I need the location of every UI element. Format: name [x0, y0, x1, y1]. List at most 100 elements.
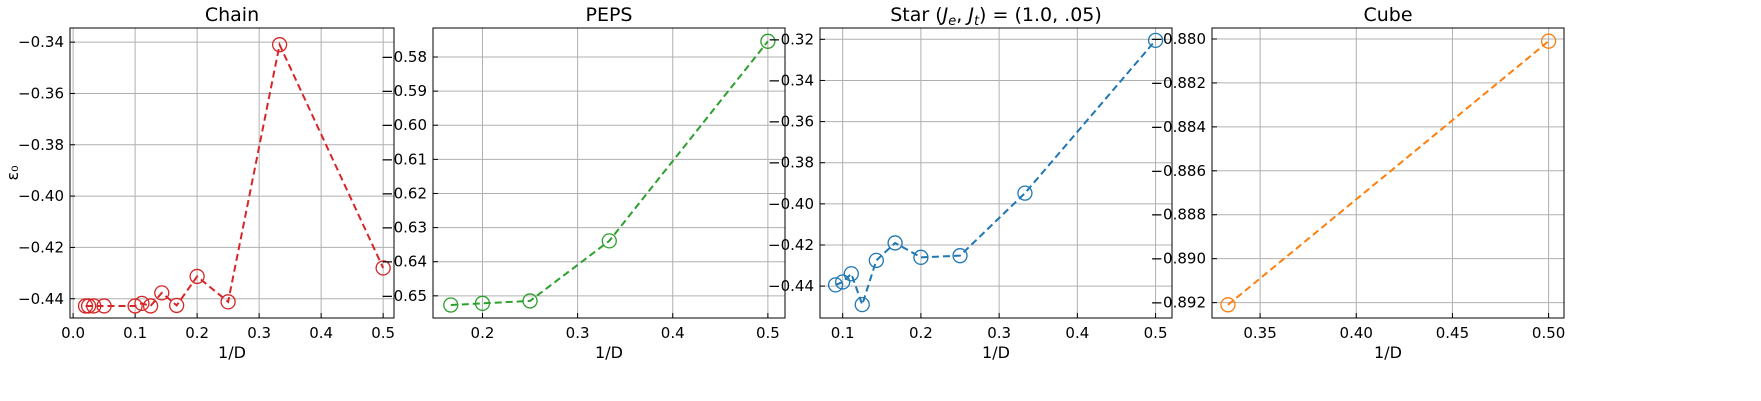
- chart-title: Chain: [205, 4, 259, 26]
- y-tick-label: −0.886: [1150, 162, 1206, 180]
- data-point: [1017, 185, 1033, 201]
- x-tick-label: 0.1: [831, 324, 855, 342]
- y-tick-label: −0.880: [1150, 30, 1206, 48]
- y-tick-label: −0.62: [381, 184, 427, 202]
- data-point: [843, 266, 859, 282]
- x-tick-label: 0.35: [1243, 324, 1276, 342]
- y-tick-label: −0.60: [381, 116, 427, 134]
- chart-panel-1: 0.0 0.1 0.2 0.3 0.4 0.5 −0.44 −0.42 −0.40 −0.38 −0…: [3, 4, 395, 362]
- data-point: [913, 249, 929, 265]
- chart-title-part-prefix: Star (: [890, 4, 942, 26]
- plot-frame: [819, 27, 1173, 319]
- data-point: [952, 248, 968, 264]
- y-tick-label: −0.38: [768, 154, 814, 172]
- data-point: [1540, 33, 1557, 49]
- data-point: [142, 298, 159, 314]
- x-tick-label: 0.4: [661, 324, 685, 342]
- y-tick-label: −0.36: [768, 113, 814, 131]
- chart-title: PEPS: [586, 4, 633, 26]
- data-point: [154, 285, 170, 301]
- x-tick-label: 0.2: [471, 324, 495, 342]
- x-tick-label: 0.45: [1436, 324, 1469, 342]
- x-tick-label: 0.5: [1144, 324, 1168, 342]
- y-tick-label: −0.59: [381, 82, 427, 100]
- x-tick-label: 0.3: [566, 324, 590, 342]
- data-point: [1220, 297, 1236, 313]
- data-point: [375, 260, 391, 276]
- y-tick-label: −0.892: [1150, 294, 1206, 312]
- chart-title-part-jt_sub: t: [974, 14, 980, 29]
- y-tick-label: −0.40: [768, 195, 814, 213]
- data-point: [854, 296, 870, 313]
- x-tick-label: 0.50: [1532, 324, 1565, 342]
- chart-title: Cube: [1363, 4, 1412, 26]
- chart-title-part-comma: ,: [956, 4, 968, 26]
- data-point: [189, 268, 205, 285]
- data-point: [443, 297, 459, 313]
- plot-frame: [69, 27, 395, 319]
- y-tick-label: −0.44: [18, 290, 64, 308]
- x-tick-label: 0.40: [1340, 324, 1373, 342]
- y-tick-label: −0.40: [18, 187, 64, 205]
- data-point: [134, 295, 150, 312]
- x-tick-label: 0.4: [309, 324, 333, 342]
- data-point: [835, 274, 851, 290]
- chart-title-part-je_sub: e: [948, 14, 956, 29]
- chart-panel-4: 0.35 0.40 0.45 0.50 −0.892 −0.890 −0.888 −0.886…: [1150, 4, 1565, 362]
- data-point: [1147, 32, 1164, 48]
- y-tick-label: −0.36: [18, 84, 64, 102]
- series-line: [1227, 40, 1550, 306]
- data-point: [522, 293, 538, 309]
- x-tick-label: 0.5: [756, 324, 780, 342]
- y-tick-label: −0.61: [381, 150, 427, 168]
- plot-frame: [432, 27, 786, 319]
- y-tick-label: −0.65: [381, 287, 427, 305]
- x-tick-label: 0.5: [371, 324, 395, 342]
- x-axis-label: 1/D: [982, 343, 1010, 362]
- series-line: [835, 39, 1157, 308]
- data-point: [77, 298, 94, 314]
- chart-panel-3: 0.1 0.2 0.3 0.4 0.5 −0.44 −0.42 −0.40 −0.38 −0.36…: [768, 4, 1173, 362]
- y-tick-label: −0.64: [381, 253, 427, 271]
- chart-title-part-je_main: J: [939, 4, 949, 26]
- y-tick-label: −0.58: [381, 48, 427, 66]
- data-point: [827, 277, 844, 293]
- x-tick-label: 0.3: [247, 324, 271, 342]
- y-tick-label: −0.32: [768, 30, 814, 48]
- y-tick-label: −0.34: [768, 71, 814, 89]
- data-point: [86, 298, 102, 314]
- series-line: [450, 40, 769, 307]
- plot-frame: [1211, 27, 1565, 319]
- y-tick-label: −0.42: [18, 238, 64, 256]
- x-tick-label: 0.3: [987, 324, 1011, 342]
- data-point: [96, 298, 112, 314]
- x-tick-label: 0.2: [909, 324, 933, 342]
- y-tick-label: −0.890: [1150, 250, 1206, 268]
- x-tick-label: 0.2: [185, 324, 209, 342]
- data-point: [271, 37, 288, 53]
- x-axis-label: 1/D: [218, 343, 246, 362]
- y-tick-label: −0.34: [18, 33, 64, 51]
- y-tick-label: −0.42: [768, 236, 814, 254]
- y-tick-label: −0.63: [381, 219, 427, 237]
- x-axis-label: 1/D: [595, 343, 623, 362]
- x-axis-label: 1/D: [1374, 343, 1402, 362]
- data-point: [127, 298, 143, 314]
- data-point: [868, 252, 884, 269]
- y-tick-label: −0.38: [18, 136, 64, 154]
- chart-title-part-suffix: ) = (1.0, .05): [979, 4, 1102, 26]
- x-tick-label: 0.0: [61, 324, 85, 342]
- y-tick-label: −0.44: [768, 277, 814, 295]
- y-tick-label: −0.882: [1150, 74, 1206, 92]
- data-point: [887, 235, 903, 251]
- data-point: [474, 295, 491, 311]
- data-point: [169, 297, 185, 314]
- y-axis-label: ε₀: [3, 165, 22, 180]
- x-tick-label: 0.1: [123, 324, 147, 342]
- data-point: [760, 33, 776, 49]
- chart-title-part-jt_main: J: [964, 4, 974, 26]
- y-tick-label: −0.888: [1150, 206, 1206, 224]
- chart-title: Star (Je, Jt) = (1.0, .05): [890, 4, 1102, 29]
- x-tick-label: 0.4: [1065, 324, 1089, 342]
